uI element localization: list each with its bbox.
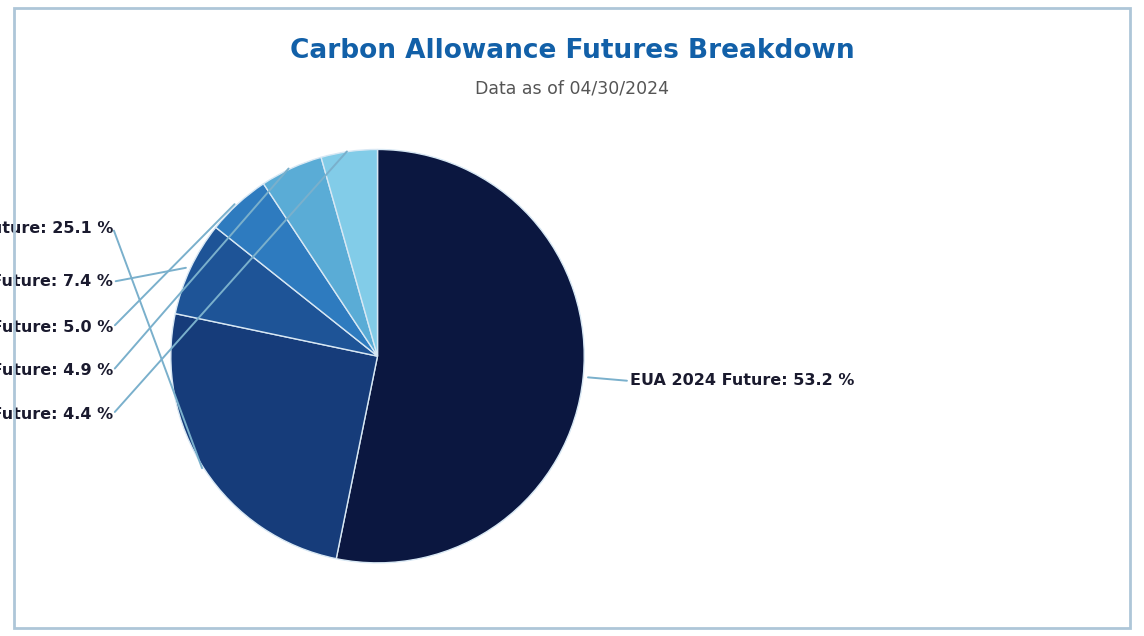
Text: EUA 2024 Future: 53.2 %: EUA 2024 Future: 53.2 % xyxy=(629,373,855,389)
Text: RGGI 2024 Future: 7.4 %: RGGI 2024 Future: 7.4 % xyxy=(0,274,113,289)
Text: CCA 2025 Future: 5.0 %: CCA 2025 Future: 5.0 % xyxy=(0,320,113,335)
Wedge shape xyxy=(336,149,585,563)
Text: CCA 2024 Future: 25.1 %: CCA 2024 Future: 25.1 % xyxy=(0,221,113,235)
Wedge shape xyxy=(175,228,378,356)
Wedge shape xyxy=(216,184,378,356)
Text: EUA 2025 Future: 4.9 %: EUA 2025 Future: 4.9 % xyxy=(0,363,113,378)
Wedge shape xyxy=(321,149,378,356)
Text: Carbon Allowance Futures Breakdown: Carbon Allowance Futures Breakdown xyxy=(289,38,855,64)
Wedge shape xyxy=(170,314,378,558)
Text: Data as of 04/30/2024: Data as of 04/30/2024 xyxy=(475,80,669,97)
Text: UKA 2024 Future: 4.4 %: UKA 2024 Future: 4.4 % xyxy=(0,406,113,422)
Wedge shape xyxy=(263,157,378,356)
